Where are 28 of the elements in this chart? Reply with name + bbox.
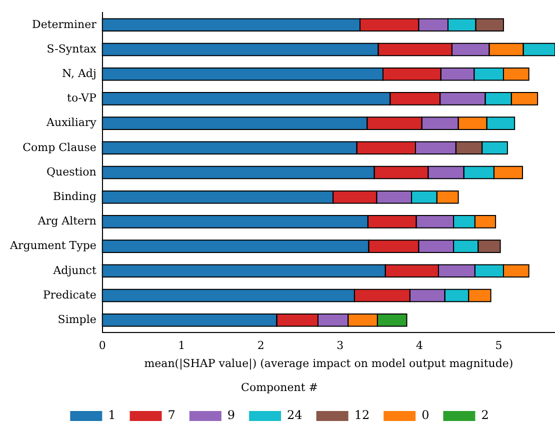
x-tick-label: 2: [257, 338, 264, 352]
legend-title: Component #: [241, 381, 318, 394]
y-tick-label: Simple: [58, 312, 96, 326]
x-tick-label: 5: [495, 338, 502, 352]
x-tick-label: 3: [336, 338, 344, 352]
y-tick-label: S-Syntax: [46, 42, 98, 56]
legend-label: 9: [227, 408, 236, 422]
x-tick-label: 4: [416, 338, 423, 352]
y-tick-label: Comp Clause: [22, 140, 96, 154]
y-tick-label: Question: [46, 165, 96, 178]
y-tick-label: Determiner: [32, 18, 98, 31]
legend-label: 7: [168, 408, 176, 422]
y-tick-label: to-VP: [67, 92, 97, 105]
y-tick-label: Adjunct: [52, 264, 97, 277]
y-tick-label: N, Adj: [62, 66, 96, 80]
legend-label: 12: [354, 408, 370, 422]
legend-label: 24: [287, 408, 303, 422]
legend-label: 1: [108, 408, 116, 422]
y-tick-label: Auxiliary: [46, 116, 98, 130]
y-tick-label: Arg Altern: [36, 214, 96, 228]
legend-label: 0: [422, 408, 430, 422]
y-tick-label: Argument Type: [9, 239, 96, 252]
x-axis-title: mean(|SHAP value|) (average impact on model output magnitude): [144, 357, 514, 370]
legend-label: 2: [481, 408, 489, 422]
y-tick-label: Binding: [53, 190, 96, 203]
x-tick-label: 1: [178, 338, 186, 352]
x-tick-label: 0: [98, 338, 106, 352]
y-tick-label: Predicate: [42, 288, 96, 302]
